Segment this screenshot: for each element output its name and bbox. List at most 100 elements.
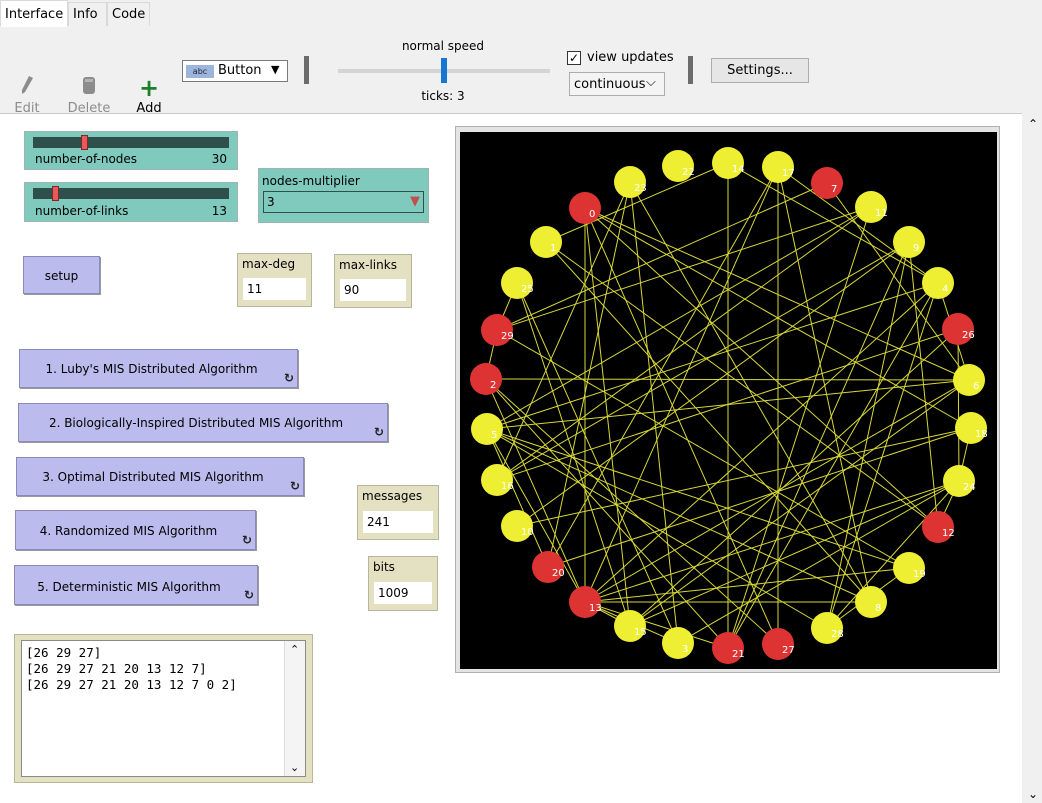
node-circle bbox=[530, 226, 562, 258]
toolbar: Edit Delete + Add abc Button ▼ normal sp… bbox=[0, 27, 1042, 114]
tab-code[interactable]: Code bbox=[107, 2, 150, 26]
tab-interface[interactable]: Interface bbox=[0, 0, 68, 27]
node-label: 13 bbox=[589, 603, 602, 614]
network-node: 9 bbox=[893, 226, 925, 258]
bio-mis-button[interactable]: 2. Biologically-Inspired Distributed MIS… bbox=[18, 403, 388, 442]
button-label: 4. Randomized MIS Algorithm bbox=[16, 524, 241, 538]
button-widget-icon: abc bbox=[186, 65, 214, 78]
slider-thumb[interactable] bbox=[81, 135, 88, 150]
node-label: 9 bbox=[913, 243, 919, 254]
edit-button[interactable]: Edit bbox=[2, 75, 52, 116]
node-label: 29 bbox=[501, 331, 514, 342]
node-label: 27 bbox=[782, 645, 795, 656]
node-circle bbox=[922, 267, 954, 299]
node-circle bbox=[569, 192, 601, 224]
ticks-counter: ticks: 3 bbox=[336, 89, 550, 103]
node-circle bbox=[893, 226, 925, 258]
output-area: [26 29 27] [26 29 27 21 20 13 12 7] [26 29… bbox=[14, 634, 313, 783]
network-node: 7 bbox=[811, 167, 843, 199]
optimal-mis-button[interactable]: 3. Optimal Distributed MIS Algorithm ↻ bbox=[16, 457, 304, 496]
chevron-down-icon: ⌵ bbox=[646, 75, 656, 90]
forever-icon: ↻ bbox=[244, 588, 254, 602]
output-line: [26 29 27 21 20 13 12 7] bbox=[26, 661, 237, 677]
node-label: 8 bbox=[875, 603, 881, 614]
bits-monitor: bits 1009 bbox=[368, 556, 438, 611]
node-circle bbox=[662, 627, 694, 659]
number-of-links-slider[interactable]: number-of-links 13 bbox=[24, 182, 238, 222]
output-scrollbar[interactable]: ⌃ ⌄ bbox=[284, 641, 305, 776]
forever-icon: ↻ bbox=[284, 371, 294, 385]
randomized-mis-button[interactable]: 4. Randomized MIS Algorithm ↻ bbox=[15, 510, 256, 550]
button-label: 2. Biologically-Inspired Distributed MIS… bbox=[19, 416, 373, 430]
scroll-down-icon[interactable]: ⌄ bbox=[290, 761, 299, 774]
node-label: 7 bbox=[831, 184, 837, 195]
node-circle bbox=[471, 413, 503, 445]
trash-icon bbox=[64, 75, 114, 101]
widget-type-select[interactable]: abc Button ▼ bbox=[182, 60, 288, 82]
node-label: 11 bbox=[875, 208, 888, 219]
chooser-value: 3 bbox=[267, 195, 275, 209]
update-mode-select[interactable]: continuous ⌵ bbox=[569, 72, 665, 96]
network-node: 6 bbox=[953, 364, 985, 396]
number-of-nodes-slider[interactable]: number-of-nodes 30 bbox=[24, 131, 238, 170]
node-label: 21 bbox=[732, 649, 745, 660]
scroll-down-icon[interactable]: ⌄ bbox=[1028, 787, 1038, 801]
node-label: 26 bbox=[962, 330, 975, 341]
node-label: 12 bbox=[942, 528, 955, 539]
chooser-label: nodes-multiplier bbox=[262, 174, 360, 188]
monitor-label: messages bbox=[362, 489, 422, 503]
node-label: 16 bbox=[501, 481, 514, 492]
slider-label: number-of-nodes bbox=[35, 152, 137, 166]
network-node: 2 bbox=[470, 363, 502, 395]
settings-button[interactable]: Settings... bbox=[711, 58, 809, 83]
page-scrollbar[interactable]: ⌃ ⌄ bbox=[1022, 113, 1042, 803]
messages-monitor: messages 241 bbox=[357, 485, 439, 540]
deterministic-mis-button[interactable]: 5. Deterministic MIS Algorithm ↻ bbox=[14, 565, 258, 605]
chooser-dropdown[interactable]: 3 ▼ bbox=[263, 191, 424, 213]
node-label: 15 bbox=[634, 627, 647, 638]
node-label: 6 bbox=[973, 381, 979, 392]
view-updates-checkbox[interactable]: ✓ bbox=[567, 51, 581, 65]
luby-mis-button[interactable]: 1. Luby's MIS Distributed Algorithm ↻ bbox=[19, 349, 298, 388]
monitor-value: 241 bbox=[363, 511, 433, 533]
node-label: 17 bbox=[782, 168, 795, 179]
add-button[interactable]: + Add bbox=[124, 75, 174, 116]
tab-info[interactable]: Info bbox=[68, 2, 107, 26]
output-text-box[interactable]: [26 29 27] [26 29 27 21 20 13 12 7] [26 29… bbox=[21, 640, 306, 777]
monitor-value: 1009 bbox=[374, 582, 432, 604]
scroll-up-icon[interactable]: ⌃ bbox=[1028, 117, 1038, 131]
node-circle bbox=[855, 586, 887, 618]
slider-track[interactable] bbox=[33, 137, 229, 148]
monitor-value: 90 bbox=[340, 279, 406, 301]
speed-slider-thumb[interactable] bbox=[441, 58, 447, 83]
add-label: Add bbox=[136, 101, 161, 116]
speed-label: normal speed bbox=[336, 39, 550, 53]
node-circle bbox=[953, 364, 985, 396]
scroll-up-icon[interactable]: ⌃ bbox=[290, 643, 299, 656]
dropdown-arrow-icon: ▼ bbox=[271, 63, 279, 76]
node-label: 0 bbox=[589, 209, 595, 220]
node-label: 24 bbox=[963, 482, 976, 493]
node-label: 3 bbox=[682, 644, 688, 655]
node-label: 2 bbox=[490, 380, 496, 391]
network-node: 5 bbox=[471, 413, 503, 445]
delete-button[interactable]: Delete bbox=[64, 75, 114, 116]
network-node: 1 bbox=[530, 226, 562, 258]
slider-thumb[interactable] bbox=[52, 186, 59, 201]
node-circle bbox=[811, 167, 843, 199]
button-label: 1. Luby's MIS Distributed Algorithm bbox=[20, 362, 283, 376]
slider-track[interactable] bbox=[33, 188, 229, 199]
forever-icon: ↻ bbox=[290, 479, 300, 493]
node-label: 20 bbox=[552, 568, 565, 579]
delete-label: Delete bbox=[68, 101, 111, 116]
node-label: 14 bbox=[732, 164, 745, 175]
nodes-multiplier-chooser[interactable]: nodes-multiplier 3 ▼ bbox=[258, 168, 429, 223]
slider-label: number-of-links bbox=[35, 204, 128, 218]
pencil-icon bbox=[2, 75, 52, 101]
node-label: 18 bbox=[975, 429, 988, 440]
monitor-label: bits bbox=[373, 560, 395, 574]
toolbar-divider bbox=[304, 56, 309, 84]
view-updates-label: view updates bbox=[587, 50, 674, 65]
setup-button[interactable]: setup bbox=[23, 256, 100, 294]
